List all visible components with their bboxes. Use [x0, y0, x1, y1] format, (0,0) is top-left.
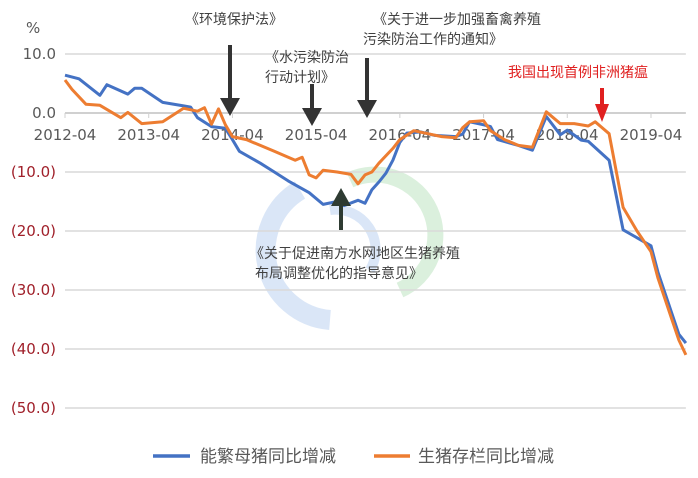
x-tick-label: 2019-04 — [620, 126, 683, 144]
annotation-text: 《水污染防治 — [265, 50, 349, 66]
annotation-arrow-down — [357, 58, 377, 118]
annotation-text: 《关于进一步加强畜禽养殖 — [373, 11, 541, 28]
y-axis-unit: % — [26, 19, 40, 37]
annotation-text: 《关于促进南方水网地区生猪养殖 — [250, 245, 460, 262]
annotation-arrow-down — [302, 84, 322, 126]
legend-label: 能繁母猪同比增减 — [200, 447, 336, 467]
x-tick-label: 2013-04 — [117, 126, 180, 144]
annotation-text: 我国出现首例非洲猪瘟 — [508, 64, 648, 81]
annotation-text: 布局调整优化的指导意见》 — [255, 265, 423, 282]
annotation-arrow-down — [220, 45, 240, 116]
y-tick-label: (30.0) — [11, 281, 56, 299]
y-tick-label: (10.0) — [11, 163, 56, 181]
annotation-arrow-up — [331, 188, 351, 230]
y-tick-label: (20.0) — [11, 222, 56, 240]
annotation-text: 《环境保护法》 — [185, 12, 283, 28]
x-tick-label: 2015-04 — [285, 126, 348, 144]
series-line-2 — [63, 79, 688, 356]
annotation-text: 污染防治工作的通知》 — [363, 31, 503, 48]
y-tick-label: 0.0 — [32, 104, 56, 122]
y-tick-label: (50.0) — [11, 399, 56, 417]
annotation-text: 行动计划》 — [265, 70, 335, 86]
series-line-1 — [64, 73, 688, 345]
x-tick-label: 2012-04 — [34, 126, 97, 144]
y-tick-label: (40.0) — [11, 340, 56, 358]
y-tick-label: 10.0 — [23, 45, 56, 63]
annotation-arrow-down — [595, 88, 609, 122]
legend-label: 生猪存栏同比增减 — [418, 447, 554, 467]
